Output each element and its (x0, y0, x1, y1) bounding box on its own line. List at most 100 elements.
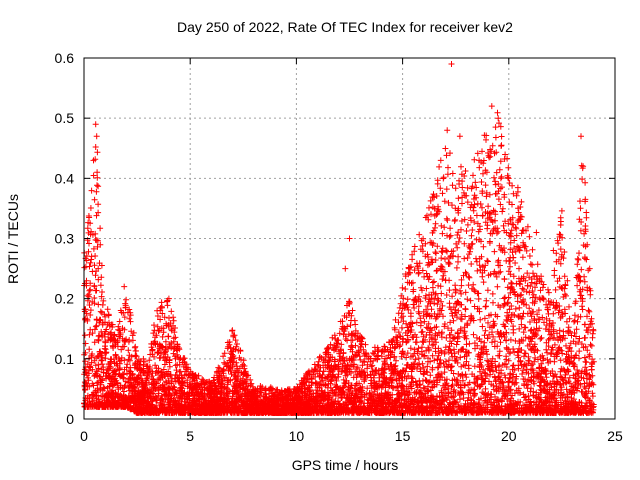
data-point (476, 336, 483, 342)
data-point (495, 181, 502, 187)
data-point (535, 307, 542, 314)
data-point (449, 312, 456, 319)
data-point (431, 278, 437, 285)
data-point (409, 352, 416, 359)
data-point (479, 323, 486, 330)
data-point (416, 231, 423, 238)
data-point (513, 225, 520, 232)
data-point (551, 272, 558, 279)
data-point (461, 216, 468, 223)
data-point (530, 270, 536, 277)
data-point (418, 284, 424, 291)
data-point (361, 359, 368, 366)
data-point (574, 255, 581, 262)
data-point (128, 353, 135, 360)
data-point (494, 343, 501, 350)
data-point (476, 164, 483, 171)
data-point (520, 367, 526, 374)
data-point (93, 287, 100, 294)
data-point (470, 331, 477, 338)
data-point (333, 377, 340, 384)
data-point (439, 190, 446, 197)
data-point (526, 305, 533, 312)
data-point (520, 402, 527, 409)
data-point (491, 174, 497, 181)
data-point (434, 243, 441, 250)
data-point (481, 369, 488, 376)
data-point (93, 212, 100, 219)
data-point (394, 383, 401, 390)
data-point (415, 355, 422, 362)
data-point (582, 179, 589, 186)
data-point (584, 241, 591, 248)
data-point (465, 282, 472, 289)
data-point (475, 290, 482, 297)
data-point (443, 247, 449, 254)
data-point (455, 258, 461, 265)
data-point (415, 265, 422, 272)
data-point (492, 178, 499, 185)
data-point (83, 372, 90, 379)
data-point (501, 295, 508, 302)
data-point (492, 364, 499, 371)
data-point (496, 166, 503, 173)
data-point (416, 361, 423, 368)
data-point (488, 217, 495, 223)
data-point (451, 218, 458, 224)
data-point (332, 335, 339, 342)
data-point (438, 387, 445, 394)
data-point (159, 333, 166, 340)
data-point (483, 169, 490, 176)
data-point (461, 240, 468, 247)
data-point (386, 383, 393, 390)
data-point (504, 318, 511, 324)
data-point (557, 260, 564, 267)
data-point (489, 142, 496, 149)
data-point (178, 374, 185, 381)
data-point (495, 196, 502, 203)
data-point (471, 303, 478, 310)
data-point (88, 187, 95, 194)
data-point (215, 364, 222, 371)
data-point (508, 227, 515, 234)
data-point (481, 267, 488, 274)
data-point (419, 242, 426, 249)
data-point (475, 296, 482, 302)
data-point (312, 373, 319, 380)
data-point (332, 374, 339, 381)
data-point (478, 179, 485, 185)
data-point (91, 196, 98, 203)
data-point (446, 304, 453, 311)
data-point (409, 279, 416, 286)
data-point (359, 362, 366, 369)
data-point (213, 368, 220, 375)
data-point (492, 181, 499, 188)
data-point (126, 315, 133, 322)
data-point (488, 391, 495, 398)
data-point (132, 347, 139, 354)
data-point (517, 292, 524, 299)
data-point (439, 276, 446, 283)
data-point (233, 367, 240, 374)
data-point (127, 318, 134, 325)
data-point (398, 310, 405, 317)
data-point (582, 223, 589, 229)
data-point (92, 323, 99, 330)
data-point (100, 297, 107, 304)
data-point (556, 327, 563, 334)
data-point (543, 301, 550, 308)
data-point (95, 276, 102, 283)
data-point (369, 362, 376, 369)
data-point (168, 308, 175, 315)
data-point (496, 269, 502, 276)
data-point (541, 319, 547, 326)
data-point (464, 296, 471, 303)
data-point (518, 291, 525, 298)
data-point (505, 220, 512, 227)
data-point (229, 363, 236, 370)
data-point (543, 315, 550, 322)
data-point (445, 199, 452, 206)
data-point (458, 276, 465, 283)
data-point (428, 256, 435, 263)
data-point (579, 306, 586, 313)
